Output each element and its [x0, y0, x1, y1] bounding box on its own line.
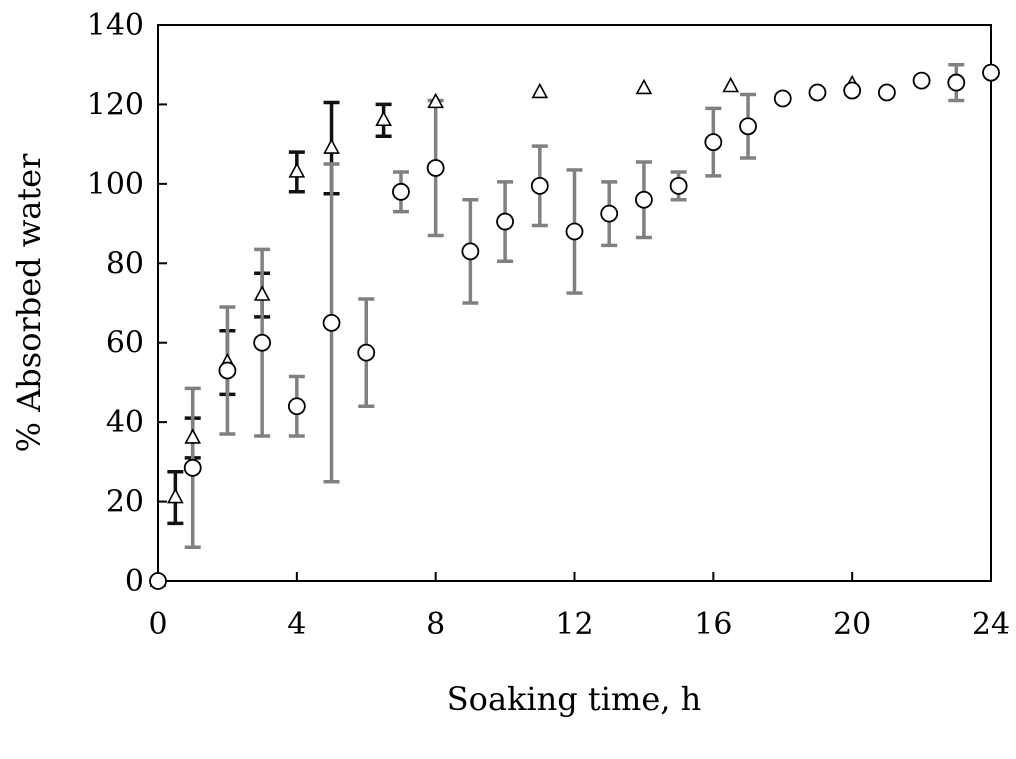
circle-marker	[392, 182, 410, 201]
triangle-marker	[184, 428, 202, 444]
circle-marker	[183, 458, 202, 477]
circle-marker	[982, 63, 1000, 82]
circle-marker	[600, 204, 619, 223]
circle-marker	[739, 117, 757, 136]
circle-marker	[565, 222, 584, 241]
circle-marker	[947, 73, 966, 92]
circle-marker	[461, 242, 480, 261]
circle-marker	[322, 313, 341, 332]
circle-marker	[704, 133, 723, 152]
x-tick-label: 20	[833, 607, 871, 642]
circle-marker	[218, 361, 237, 380]
y-axis-ticks: 0 20 40 60 80 100 120 140	[87, 8, 167, 599]
x-tick-label: 4	[287, 607, 306, 642]
circle-marker	[877, 83, 896, 102]
circle-marker	[357, 343, 376, 362]
y-tick-label: 20	[106, 485, 144, 520]
circle-marker	[496, 212, 514, 231]
data-markers	[149, 63, 1000, 590]
y-tick-label: 140	[87, 8, 144, 43]
x-tick-label: 12	[555, 607, 593, 642]
y-tick-label: 60	[106, 326, 144, 361]
x-axis-title: Soaking time, h	[447, 680, 701, 718]
y-tick-label: 80	[106, 246, 144, 281]
triangle-marker	[635, 78, 653, 95]
circle-marker	[669, 176, 688, 195]
x-tick-label: 24	[972, 607, 1010, 642]
circle-marker	[287, 397, 306, 416]
circle-marker	[912, 71, 931, 90]
y-tick-label: 40	[106, 405, 144, 440]
plot-area-frame	[157, 24, 992, 582]
triangle-marker	[375, 110, 392, 127]
y-axis-title: % Absorbed water	[10, 153, 48, 453]
circle-marker	[773, 89, 792, 108]
x-axis-ticks: 0 4 8 12 16 20 24	[148, 572, 1010, 642]
x-tick-label: 16	[694, 607, 732, 642]
circle-marker	[253, 333, 272, 352]
circle-marker	[808, 83, 827, 102]
circle-marker	[635, 190, 653, 209]
triangle-marker	[167, 487, 184, 504]
x-tick-label: 0	[148, 607, 167, 642]
circle-marker	[426, 159, 445, 177]
triangle-marker	[722, 76, 740, 93]
triangle-marker	[288, 162, 306, 178]
triangle-marker	[531, 82, 549, 99]
y-tick-label: 0	[125, 564, 144, 599]
y-tick-label: 120	[87, 87, 144, 122]
circle-marker	[843, 81, 862, 100]
x-tick-label: 8	[426, 607, 445, 642]
triangle-marker	[427, 92, 445, 109]
triangle-marker	[253, 285, 271, 301]
triangle-marker	[323, 138, 340, 154]
circle-marker	[530, 176, 549, 195]
y-tick-label: 100	[87, 167, 144, 202]
circle-marker	[149, 572, 167, 590]
error-bars	[167, 62, 965, 549]
